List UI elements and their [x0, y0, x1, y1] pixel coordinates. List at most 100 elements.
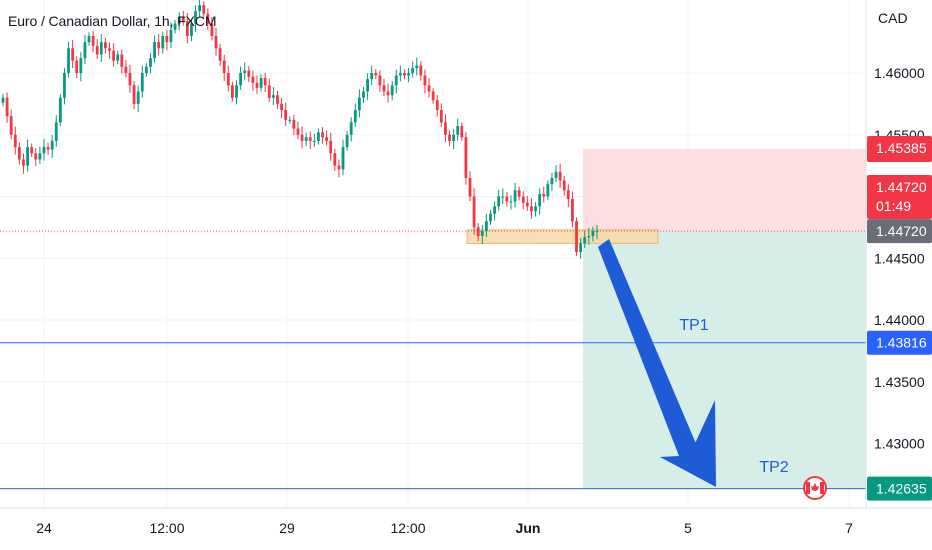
price-tick-label: 1.43000 — [874, 436, 925, 452]
candle-body — [456, 126, 460, 135]
support-zone — [466, 229, 659, 244]
candle-body — [58, 97, 62, 123]
candle-body — [505, 196, 509, 202]
entry-price-tag-bg — [867, 219, 932, 244]
candle-body — [579, 243, 583, 253]
candle-body — [296, 128, 300, 135]
candle-body — [312, 140, 316, 142]
candle-body — [218, 48, 222, 61]
candle-body — [214, 35, 218, 49]
candles — [1, 0, 599, 259]
candle-body — [558, 171, 562, 181]
candle-body — [489, 213, 492, 222]
candle-body — [247, 70, 251, 77]
candle-body — [554, 171, 558, 178]
candle-body — [149, 58, 152, 67]
candle-body — [99, 42, 103, 55]
candle-body — [476, 227, 480, 237]
candle-body — [140, 73, 144, 92]
candle-body — [50, 140, 54, 150]
candle-body — [255, 82, 259, 88]
candle-body — [538, 194, 542, 207]
candle-body — [267, 85, 271, 98]
candle-body — [435, 100, 439, 111]
candle-body — [448, 134, 451, 141]
candle-body — [321, 132, 324, 138]
candle-body — [575, 221, 578, 253]
candle-body — [144, 66, 148, 73]
candle-body — [1, 97, 5, 103]
symbol-title[interactable]: Euro / Canadian Dollar, 1h, FXCM — [8, 13, 217, 29]
candle-body — [431, 91, 435, 101]
candle-body — [231, 85, 234, 98]
time-tick-label: 5 — [684, 520, 692, 536]
candle-body — [345, 134, 349, 148]
candle-body — [30, 147, 34, 154]
candle-body — [26, 147, 29, 166]
candle-body — [464, 137, 468, 178]
candle-body — [17, 147, 21, 160]
candle-body — [583, 237, 587, 244]
candle-body — [38, 153, 42, 160]
candle-body — [185, 21, 189, 36]
stop-price-tag: 1.45385 — [867, 135, 932, 162]
time-tick-label: 12:00 — [149, 520, 184, 536]
candle-body — [292, 119, 296, 129]
candle-body — [517, 190, 521, 197]
candle-body — [161, 35, 165, 49]
candle-body — [415, 65, 419, 69]
last-price-tag-text: 1.44720 — [876, 179, 927, 195]
candle-body — [521, 196, 525, 203]
candle-body — [439, 110, 443, 123]
candle-body — [444, 122, 447, 135]
tp2-price-tag-text: 1.42635 — [876, 481, 927, 497]
candle-body — [550, 177, 554, 185]
candle-body — [329, 140, 333, 154]
time-tick-label: 24 — [36, 520, 52, 536]
candle-body — [198, 5, 202, 12]
tp1-price-tag-text: 1.43816 — [876, 335, 927, 351]
candle-body — [79, 58, 83, 73]
candle-body — [493, 206, 496, 214]
candle-body — [591, 231, 595, 237]
candle-body — [222, 60, 226, 73]
tp2-label: TP2 — [759, 459, 788, 476]
last-price-tag-bg — [867, 175, 932, 219]
candle-body — [484, 221, 488, 232]
candle-body — [353, 110, 357, 123]
tp2-price-tag-bg — [867, 476, 932, 501]
candle-body — [390, 85, 394, 96]
candle-body — [259, 77, 263, 88]
candle-body — [235, 85, 238, 98]
candle-body — [423, 75, 427, 86]
candle-body — [337, 165, 341, 170]
candle-body — [525, 202, 529, 207]
candle-body — [63, 73, 66, 98]
candle-body — [239, 73, 242, 86]
candle-body — [571, 198, 574, 222]
currency-label[interactable]: CAD — [878, 10, 908, 26]
candle-body — [341, 147, 345, 170]
candle-body — [472, 196, 476, 228]
candle-body — [104, 42, 107, 49]
candle-body — [300, 134, 304, 141]
down-arrow — [598, 239, 716, 487]
candle-body — [124, 66, 128, 73]
candle-body — [46, 147, 50, 150]
candle-body — [317, 132, 320, 141]
time-tick-label: Jun — [516, 520, 541, 536]
candle-body — [120, 54, 124, 67]
candle-body — [325, 137, 329, 141]
candle-body — [366, 79, 369, 92]
candle-body — [95, 45, 99, 55]
candle-body — [513, 190, 517, 202]
candle-body — [202, 5, 206, 14]
candle-body — [87, 35, 91, 43]
candle-body — [75, 60, 79, 73]
stop-loss-zone — [583, 148, 866, 232]
candle-body — [460, 126, 464, 138]
candle-body — [349, 122, 353, 135]
candle-body — [91, 35, 95, 46]
